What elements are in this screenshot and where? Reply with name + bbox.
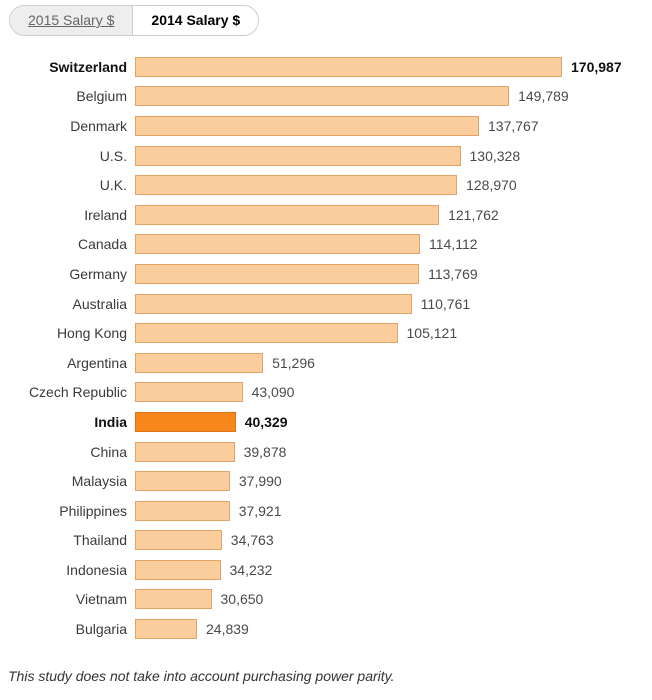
chart-row: Denmark 137,767 bbox=[0, 111, 652, 141]
chart-row: Australia 110,761 bbox=[0, 289, 652, 319]
chart-row: Indonesia 34,232 bbox=[0, 555, 652, 585]
country-label: Belgium bbox=[76, 88, 127, 105]
salary-value-label: 24,839 bbox=[206, 621, 249, 638]
salary-value-label: 34,232 bbox=[229, 561, 273, 578]
country-label: Bulgaria bbox=[75, 621, 127, 638]
chart-row: Vietnam 30,650 bbox=[0, 585, 652, 615]
country-label: U.S. bbox=[99, 147, 127, 164]
salary-value-label: 128,970 bbox=[466, 177, 517, 194]
salary-bar bbox=[135, 86, 510, 107]
salary-bar bbox=[135, 56, 562, 77]
salary-value-label: 51,296 bbox=[272, 354, 315, 371]
salary-bar bbox=[135, 293, 412, 314]
chart-row: Thailand 34,763 bbox=[0, 526, 652, 556]
salary-bar bbox=[135, 352, 264, 373]
country-label: Ireland bbox=[84, 206, 127, 223]
salary-bar bbox=[135, 619, 197, 640]
salary-value-label: 37,921 bbox=[238, 502, 282, 519]
country-label: Thailand bbox=[73, 532, 127, 549]
salary-bar-chart: Switzerland 170,987 Belgium 149,789 Denmark 1… bbox=[0, 52, 652, 644]
tab-2014-salary[interactable]: 2014 Salary $ bbox=[132, 6, 259, 35]
country-label: Denmark bbox=[70, 117, 127, 134]
salary-bar bbox=[135, 471, 230, 492]
country-label: U.K. bbox=[99, 177, 127, 194]
salary-value-label: 130,328 bbox=[469, 147, 521, 164]
tab-2015-salary[interactable]: 2015 Salary $ bbox=[10, 6, 133, 35]
salary-bar bbox=[135, 559, 221, 580]
chart-row: Canada 114,112 bbox=[0, 230, 652, 260]
salary-year-tab-group: 2015 Salary $ 2014 Salary $ bbox=[9, 5, 260, 36]
salary-bar-highlighted bbox=[135, 411, 236, 432]
chart-row: India 40,329 bbox=[0, 407, 652, 437]
country-label: Malaysia bbox=[71, 473, 127, 490]
chart-footnote: This study does not take into account pu… bbox=[8, 668, 395, 684]
country-label: Indonesia bbox=[66, 561, 127, 578]
salary-value-label: 43,090 bbox=[251, 384, 295, 401]
salary-value-label: 110,761 bbox=[420, 295, 471, 312]
salary-bar bbox=[135, 145, 461, 166]
salary-value-label: 39,878 bbox=[243, 443, 287, 460]
salary-bar bbox=[135, 530, 222, 551]
chart-row: Hong Kong 105,121 bbox=[0, 318, 652, 348]
country-label: Argentina bbox=[67, 354, 127, 371]
salary-value-label: 40,329 bbox=[244, 413, 288, 430]
salary-value-label: 149,789 bbox=[518, 88, 569, 105]
salary-bar bbox=[135, 204, 440, 225]
salary-bar bbox=[135, 441, 235, 462]
salary-bar bbox=[135, 234, 420, 255]
chart-row: Philippines 37,921 bbox=[0, 496, 652, 526]
country-label: India bbox=[94, 413, 127, 430]
chart-row: Belgium 149,789 bbox=[0, 82, 652, 112]
salary-bar bbox=[135, 263, 420, 284]
chart-row: Germany 113,769 bbox=[0, 259, 652, 289]
country-label: Philippines bbox=[59, 502, 127, 519]
country-label: Vietnam bbox=[75, 591, 127, 608]
country-label: Czech Republic bbox=[28, 384, 127, 401]
salary-bar bbox=[135, 382, 243, 403]
country-label: Germany bbox=[69, 265, 127, 282]
chart-row: U.K. 128,970 bbox=[0, 170, 652, 200]
salary-bar bbox=[135, 589, 212, 610]
salary-bar bbox=[135, 500, 230, 521]
country-label: Australia bbox=[72, 295, 127, 312]
salary-bar bbox=[135, 115, 479, 136]
country-label: China bbox=[90, 443, 127, 460]
salary-value-label: 170,987 bbox=[571, 58, 622, 75]
salary-value-label: 114,112 bbox=[429, 236, 478, 253]
salary-bar bbox=[135, 323, 398, 344]
chart-row: Ireland 121,762 bbox=[0, 200, 652, 230]
chart-row: Switzerland 170,987 bbox=[0, 52, 652, 82]
salary-value-label: 34,763 bbox=[230, 532, 274, 549]
salary-value-label: 137,767 bbox=[488, 117, 539, 134]
salary-value-label: 30,650 bbox=[220, 591, 264, 608]
chart-row: Argentina 51,296 bbox=[0, 348, 652, 378]
salary-bar bbox=[135, 175, 458, 196]
chart-row: Czech Republic 43,090 bbox=[0, 378, 652, 408]
salary-value-label: 37,990 bbox=[238, 473, 282, 490]
salary-value-label: 105,121 bbox=[406, 325, 458, 342]
chart-row: Bulgaria 24,839 bbox=[0, 614, 652, 644]
salary-value-label: 113,769 bbox=[428, 265, 478, 282]
country-label: Switzerland bbox=[49, 58, 127, 75]
country-label: Canada bbox=[77, 236, 127, 253]
chart-row: Malaysia 37,990 bbox=[0, 466, 652, 496]
chart-row: U.S. 130,328 bbox=[0, 141, 652, 171]
country-label: Hong Kong bbox=[56, 325, 127, 342]
salary-value-label: 121,762 bbox=[448, 206, 499, 223]
chart-row: China 39,878 bbox=[0, 437, 652, 467]
